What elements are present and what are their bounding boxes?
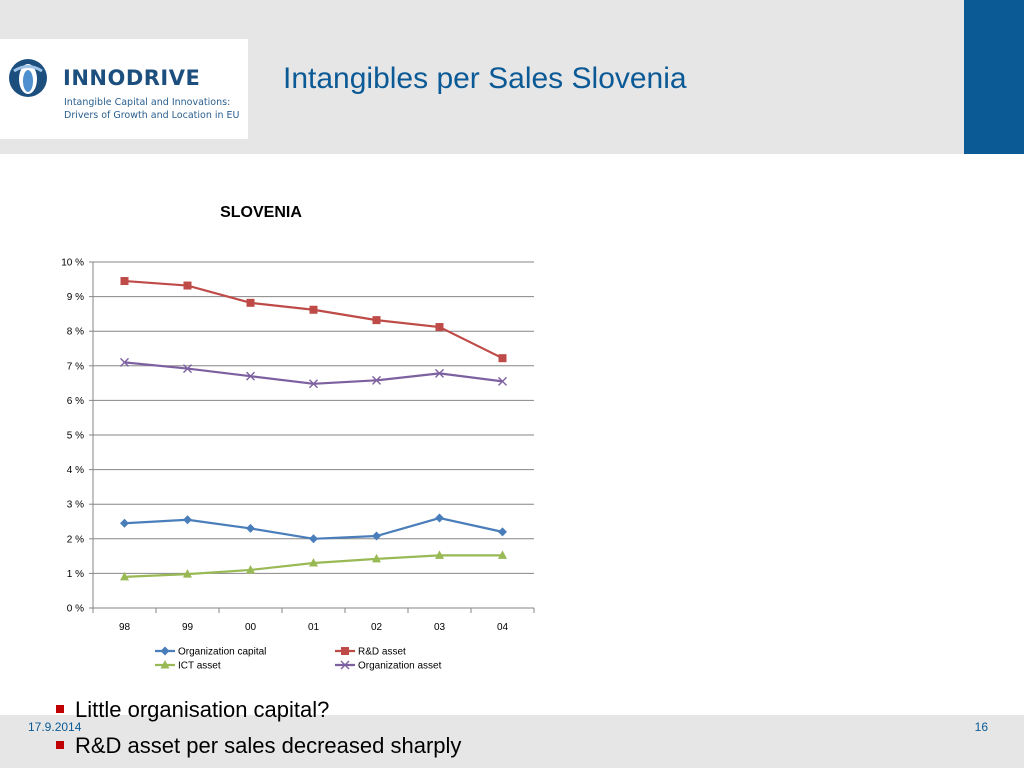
data-point [372, 375, 381, 385]
bullet-text: R&D asset per sales decreased sharply [75, 733, 462, 758]
data-point [498, 527, 507, 537]
footer-date: 17.9.2014 [28, 720, 82, 734]
data-point [183, 515, 192, 525]
data-point [246, 298, 255, 307]
logo-name: INNODRIVE [63, 66, 201, 90]
x-tick-label: 99 [182, 622, 194, 633]
slide-title: Intangibles per Sales Slovenia [283, 62, 687, 95]
y-tick-label: 1 % [67, 569, 84, 580]
data-point [309, 305, 318, 314]
data-point [246, 564, 255, 574]
legend-marker [160, 646, 170, 656]
gridlines [89, 261, 535, 613]
legend-item: Organization capital [155, 646, 266, 658]
x-tick-label: 02 [371, 622, 383, 633]
y-tick-label: 7 % [67, 361, 84, 372]
chart-legend: Organization capital R&D asset ICT asset Or… [155, 646, 442, 672]
logo-tagline-1: Intangible Capital and Innovations: [64, 97, 231, 108]
x-tick-label: 98 [119, 622, 131, 633]
data-point [435, 513, 444, 523]
legend-label: Organization asset [358, 661, 442, 672]
series-organization-asset [120, 357, 507, 389]
x-tick-labels: 98 99 00 01 02 03 04 [119, 622, 509, 633]
y-tick-label: 9 % [67, 292, 84, 303]
series-ict-asset [120, 550, 507, 581]
data-point [120, 571, 129, 581]
legend-item: R&D asset [335, 647, 406, 658]
y-tick-label: 2 % [67, 534, 84, 545]
data-point [183, 569, 192, 578]
legend-label: R&D asset [358, 647, 406, 658]
bullet-square-icon [56, 741, 64, 749]
legend-label: Organization capital [178, 647, 266, 658]
y-tick-label: 4 % [67, 465, 84, 476]
y-tick-label: 8 % [67, 327, 84, 338]
data-point [183, 364, 192, 374]
legend-marker [160, 660, 170, 669]
y-tick-label: 5 % [67, 431, 84, 442]
innodrive-emblem-icon [9, 59, 47, 97]
data-point [435, 550, 444, 559]
header-accent-bar [964, 0, 1024, 154]
y-tick-labels: 0 % 1 % 2 % 3 % 4 % 5 % 6 % 7 % 8 % 9 % 10 % [61, 258, 84, 615]
x-tick-label: 01 [308, 622, 320, 633]
page-number: 16 [974, 720, 988, 734]
data-point [435, 323, 444, 332]
data-point [120, 518, 129, 528]
data-point [498, 376, 507, 386]
legend-item: Organization asset [335, 661, 442, 672]
bullet-item: R&D asset per sales decreased sharply [56, 732, 461, 768]
data-point [372, 553, 381, 563]
y-tick-label: 6 % [67, 396, 84, 407]
y-tick-label: 3 % [67, 500, 84, 511]
bullet-text: Little organisation capital? [75, 697, 330, 722]
data-point [309, 379, 318, 389]
legend-marker [341, 647, 349, 655]
x-tick-label: 00 [245, 622, 257, 633]
series-line [124, 279, 503, 360]
data-point [498, 550, 507, 559]
bullet-list: Little organisation capital? R&D asset p… [56, 696, 461, 768]
line-chart: SLOVENIA 0 % 1 % 2 % 3 % 4 % 5 % 6 % 7 % 8 % 9 % 1… [61, 204, 535, 672]
data-point [435, 368, 444, 378]
data-point [120, 357, 129, 367]
legend-marker [340, 660, 350, 670]
data-point [183, 281, 192, 290]
chart-title: SLOVENIA [220, 204, 302, 221]
x-tick-label: 03 [434, 622, 446, 633]
series-lines [120, 277, 507, 581]
legend-item: ICT asset [155, 660, 221, 672]
y-tick-label: 0 % [67, 604, 84, 615]
logo-tagline-2: Drivers of Growth and Location in EU [64, 110, 240, 121]
bullet-square-icon [56, 705, 64, 713]
data-point [498, 354, 507, 363]
data-point [120, 277, 129, 286]
data-point [246, 523, 255, 533]
data-point [309, 534, 318, 544]
data-point [372, 531, 381, 541]
footer-band [0, 715, 1024, 768]
innodrive-logo: INNODRIVE Intangible Capital and Innovat… [0, 39, 248, 139]
series-organization-capital [120, 513, 507, 544]
series-r-d-asset [120, 277, 507, 363]
x-tick-label: 04 [497, 622, 509, 633]
data-point [246, 371, 255, 381]
data-point [372, 316, 381, 325]
bullet-item: Little organisation capital? [56, 696, 461, 732]
y-tick-label: 10 % [61, 258, 84, 269]
data-point [309, 558, 318, 567]
legend-label: ICT asset [178, 661, 221, 672]
